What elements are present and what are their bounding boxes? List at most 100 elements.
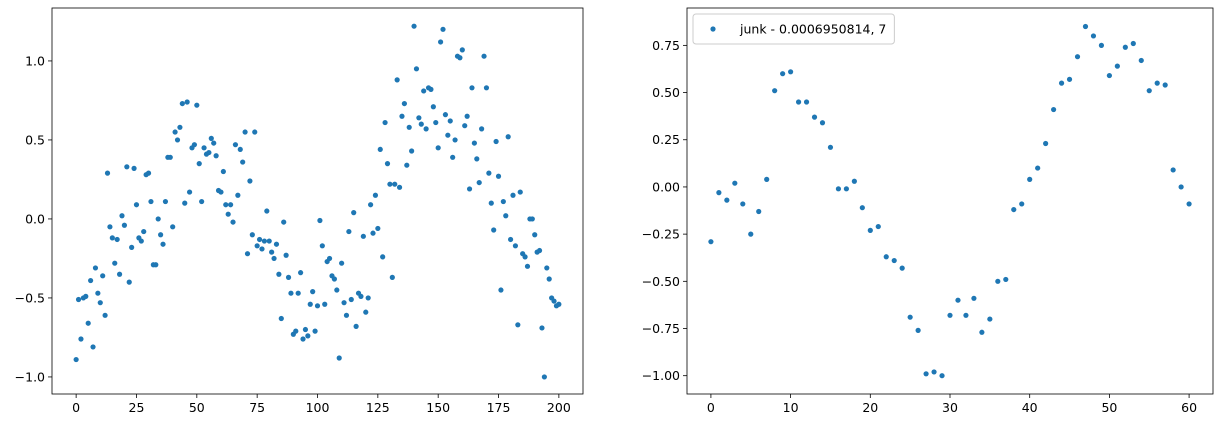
- x-tick-label: 25: [129, 400, 145, 415]
- point: [457, 55, 463, 61]
- x-tick-label: 30: [942, 400, 958, 415]
- point: [384, 161, 391, 167]
- point: [220, 168, 226, 175]
- x-tick-label: 20: [862, 400, 878, 415]
- point: [358, 293, 364, 299]
- axes-frame: [686, 7, 1214, 395]
- point: [510, 192, 516, 198]
- legend-frame: [692, 13, 895, 45]
- point: [336, 355, 342, 361]
- point: [503, 213, 509, 219]
- point: [445, 132, 451, 138]
- point: [995, 278, 1001, 284]
- point: [406, 124, 412, 130]
- point: [307, 301, 313, 307]
- point: [326, 255, 333, 262]
- point: [469, 85, 475, 91]
- point: [740, 201, 746, 207]
- point: [264, 208, 270, 214]
- point: [343, 312, 350, 318]
- x-tick-label: 100: [306, 400, 330, 415]
- point: [145, 170, 152, 176]
- point: [546, 276, 552, 282]
- point: [382, 119, 388, 126]
- point: [1162, 82, 1168, 88]
- point: [184, 99, 190, 105]
- point: [923, 371, 929, 377]
- point: [524, 263, 531, 269]
- point: [947, 312, 953, 318]
- point: [305, 333, 311, 339]
- legend-marker: [710, 26, 716, 32]
- point: [102, 312, 108, 318]
- point: [1146, 88, 1152, 94]
- point: [276, 271, 282, 277]
- point: [811, 114, 818, 120]
- point: [421, 88, 427, 94]
- point: [891, 257, 897, 264]
- point: [252, 129, 258, 135]
- point: [353, 323, 359, 329]
- point: [411, 23, 417, 29]
- point: [939, 373, 945, 379]
- x-tick-label: 75: [249, 400, 265, 415]
- point: [517, 189, 523, 195]
- axes: 0 25 50 75 100 125 150 175 200 −1.0 −0.5 0.0 0.5 1.0: [15, 7, 584, 415]
- point: [851, 178, 857, 184]
- point: [377, 146, 383, 153]
- point: [124, 164, 130, 170]
- point: [931, 369, 937, 375]
- point: [1186, 201, 1192, 207]
- y-tick-label: −0.25: [642, 227, 680, 242]
- point: [158, 232, 164, 238]
- point: [331, 276, 337, 282]
- y-tick-label: 1.0: [25, 53, 45, 68]
- point: [273, 241, 280, 247]
- point: [339, 260, 345, 266]
- point: [191, 142, 198, 148]
- y-tick-label: −0.5: [15, 290, 45, 305]
- point: [788, 69, 794, 75]
- point: [201, 145, 207, 151]
- axes-frame: [51, 7, 584, 395]
- point: [387, 181, 393, 187]
- point: [500, 198, 506, 205]
- point: [724, 197, 730, 203]
- point: [418, 121, 424, 127]
- point: [413, 66, 420, 72]
- point: [302, 326, 309, 333]
- legend-label: junk - 0.0006950814, 7: [739, 22, 886, 37]
- point: [979, 329, 985, 335]
- x-tick-label: 50: [189, 400, 205, 415]
- point: [119, 213, 125, 219]
- x-tick-label: 125: [366, 400, 390, 415]
- point: [512, 243, 519, 249]
- point: [428, 86, 434, 92]
- point: [88, 277, 94, 284]
- point: [155, 216, 161, 222]
- point: [278, 315, 284, 322]
- point: [1082, 23, 1089, 30]
- point: [1098, 42, 1105, 48]
- point: [396, 184, 403, 190]
- point: [409, 148, 415, 154]
- point: [177, 124, 183, 130]
- point: [1058, 80, 1065, 86]
- point: [334, 287, 340, 293]
- point: [218, 189, 224, 195]
- point: [83, 293, 89, 299]
- point: [1051, 106, 1057, 113]
- point: [75, 296, 82, 303]
- axes: 0 10 20 30 40 50 60 −1.00 −0.75 −0.50 −0.25 0.00 0.2…: [642, 7, 1214, 415]
- point: [235, 192, 241, 198]
- point: [1178, 184, 1184, 190]
- point: [827, 144, 834, 150]
- point: [319, 243, 325, 249]
- point: [1130, 40, 1136, 47]
- point: [312, 328, 318, 334]
- point: [392, 181, 398, 187]
- point: [100, 273, 106, 279]
- point: [491, 227, 497, 233]
